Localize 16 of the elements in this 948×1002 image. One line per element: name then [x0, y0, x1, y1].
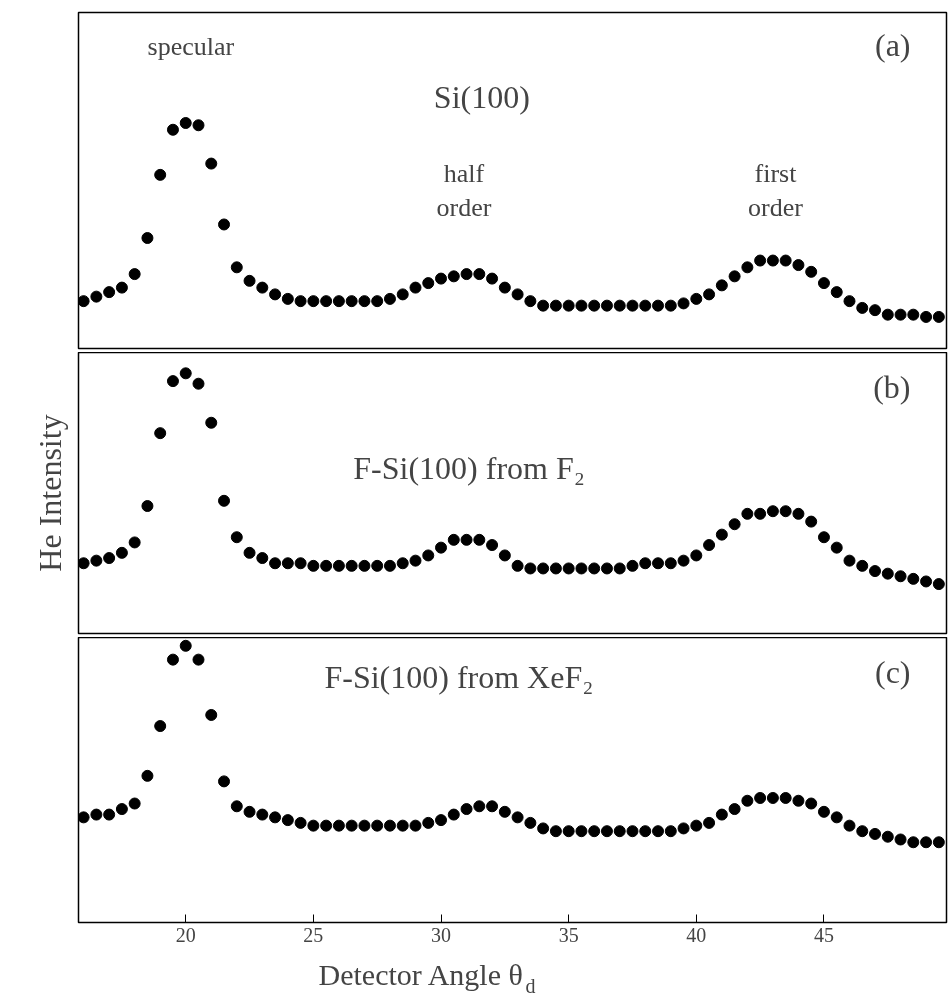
- chart-title: F-Si(100) from XeF₂: [324, 659, 594, 696]
- text: specular: [147, 31, 235, 61]
- chart-title: Si(100): [433, 78, 530, 115]
- x-tick-label: 40: [686, 923, 707, 946]
- x-tick-label: 30: [431, 923, 452, 946]
- x-tick-label: 45: [813, 923, 834, 946]
- y-axis-title: He Intensity: [31, 414, 68, 572]
- annotation: half order: [436, 158, 492, 223]
- text: F-Si(100) from F₂: [353, 449, 585, 486]
- text: (a): [874, 26, 911, 63]
- x-tick-label: 25: [303, 923, 324, 946]
- annotation: (c): [874, 653, 911, 690]
- annotation: (b): [873, 368, 911, 405]
- annotation: first order: [748, 158, 804, 223]
- x-tick-label: 20: [175, 923, 196, 946]
- x-tick-label: 35: [558, 923, 579, 946]
